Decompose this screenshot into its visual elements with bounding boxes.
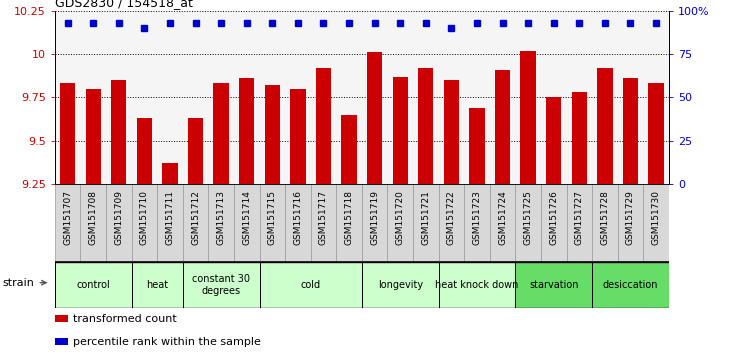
Text: constant 30
degrees: constant 30 degrees <box>192 274 250 296</box>
Text: GSM151709: GSM151709 <box>114 190 124 245</box>
Bar <box>413 184 439 262</box>
Bar <box>183 184 208 262</box>
Bar <box>572 92 587 184</box>
Bar <box>618 184 643 262</box>
Bar <box>597 68 613 184</box>
Text: GSM151719: GSM151719 <box>370 190 379 245</box>
Bar <box>362 184 387 262</box>
Bar <box>387 184 413 262</box>
Bar <box>367 52 382 184</box>
Bar <box>55 262 132 308</box>
Text: GSM151720: GSM151720 <box>395 190 405 245</box>
Bar <box>592 262 669 308</box>
Bar <box>132 184 157 262</box>
Bar <box>55 184 80 262</box>
Text: GDS2830 / 154518_at: GDS2830 / 154518_at <box>55 0 193 10</box>
Bar <box>162 163 178 184</box>
Text: heat knock down: heat knock down <box>435 280 519 290</box>
Text: GSM151714: GSM151714 <box>242 190 251 245</box>
Bar <box>157 184 183 262</box>
Text: GSM151723: GSM151723 <box>472 190 482 245</box>
Text: longevity: longevity <box>378 280 423 290</box>
Text: GSM151724: GSM151724 <box>498 190 507 245</box>
Bar <box>439 262 515 308</box>
Bar <box>495 70 510 184</box>
Text: GSM151717: GSM151717 <box>319 190 328 245</box>
Text: GSM151722: GSM151722 <box>447 190 456 245</box>
Bar <box>183 262 260 308</box>
Bar <box>260 184 285 262</box>
Bar <box>106 184 132 262</box>
Bar <box>234 184 260 262</box>
Text: GSM151715: GSM151715 <box>268 190 277 245</box>
Bar <box>648 84 664 184</box>
Bar <box>260 262 362 308</box>
Bar <box>341 115 357 184</box>
Text: GSM151721: GSM151721 <box>421 190 431 245</box>
Bar <box>208 184 234 262</box>
Bar <box>285 184 311 262</box>
Bar <box>520 51 536 184</box>
Bar <box>592 184 618 262</box>
Bar <box>132 262 183 308</box>
Text: GSM151727: GSM151727 <box>575 190 584 245</box>
Bar <box>418 68 433 184</box>
Bar <box>60 84 75 184</box>
Bar <box>316 68 331 184</box>
Text: GSM151728: GSM151728 <box>600 190 610 245</box>
Bar <box>188 118 203 184</box>
Bar <box>439 184 464 262</box>
Bar <box>567 184 592 262</box>
Bar <box>444 80 459 184</box>
Text: transformed count: transformed count <box>73 314 177 324</box>
Text: GSM151729: GSM151729 <box>626 190 635 245</box>
Text: GSM151713: GSM151713 <box>216 190 226 245</box>
Bar <box>515 184 541 262</box>
Bar <box>213 84 229 184</box>
Bar <box>137 118 152 184</box>
Bar <box>265 85 280 184</box>
Bar <box>336 184 362 262</box>
Text: GSM151707: GSM151707 <box>63 190 72 245</box>
Text: GSM151716: GSM151716 <box>293 190 303 245</box>
Bar <box>239 78 254 184</box>
Bar <box>80 184 106 262</box>
Text: GSM151730: GSM151730 <box>651 190 661 245</box>
Text: GSM151710: GSM151710 <box>140 190 149 245</box>
Bar <box>311 184 336 262</box>
Bar <box>55 315 68 322</box>
Bar <box>469 108 485 184</box>
Text: starvation: starvation <box>529 280 578 290</box>
Bar <box>362 262 439 308</box>
Text: GSM151711: GSM151711 <box>165 190 175 245</box>
Text: GSM151712: GSM151712 <box>191 190 200 245</box>
Text: percentile rank within the sample: percentile rank within the sample <box>73 337 261 347</box>
Text: GSM151726: GSM151726 <box>549 190 558 245</box>
Text: cold: cold <box>300 280 321 290</box>
Text: GSM151708: GSM151708 <box>88 190 98 245</box>
Bar <box>623 78 638 184</box>
Bar <box>111 80 126 184</box>
Bar <box>464 184 490 262</box>
Bar <box>490 184 515 262</box>
Bar <box>541 184 567 262</box>
Text: strain: strain <box>3 278 46 288</box>
Bar <box>393 76 408 184</box>
Bar <box>290 88 306 184</box>
Text: GSM151725: GSM151725 <box>523 190 533 245</box>
Text: heat: heat <box>146 280 168 290</box>
Text: control: control <box>76 280 110 290</box>
Bar <box>643 184 669 262</box>
Bar <box>546 97 561 184</box>
Bar <box>515 262 592 308</box>
Bar <box>86 88 101 184</box>
Bar <box>55 338 68 345</box>
Text: GSM151718: GSM151718 <box>344 190 354 245</box>
Text: desiccation: desiccation <box>603 280 658 290</box>
